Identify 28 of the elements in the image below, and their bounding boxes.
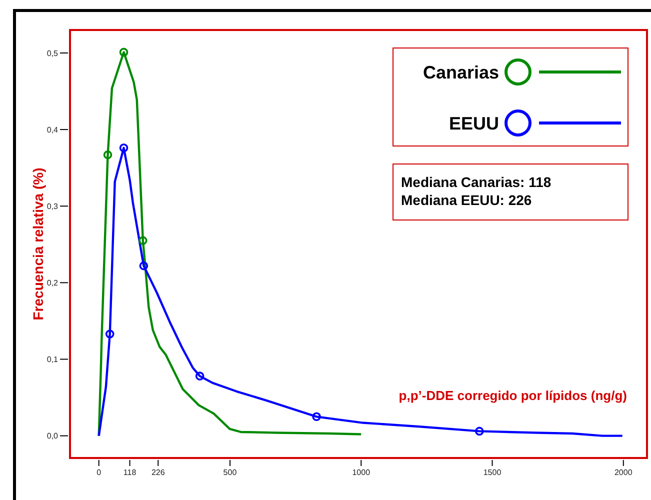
point	[103, 150, 112, 160]
x-tick-label: 1000	[352, 468, 371, 477]
y-axis-title: Frecuencia relativa (%)	[30, 168, 46, 320]
point	[119, 144, 128, 152]
point	[312, 412, 321, 422]
legend-label: EEUU	[448, 113, 499, 134]
y-tick-label: 0,2	[46, 278, 59, 288]
point	[139, 261, 148, 270]
point	[195, 372, 204, 380]
x-tick-label: 500	[223, 468, 238, 477]
point	[475, 426, 484, 436]
y-tick-label: 0,5	[46, 48, 59, 58]
x-tick-label: 2000	[614, 468, 633, 477]
y-tick-label: 0,4	[46, 125, 59, 134]
annotation: Mediana Canarias: 118	[401, 174, 552, 190]
x-tick-label: 118	[123, 468, 137, 477]
x-axis-title: p,p’-DDE corregido por lípidos (ng/g)	[398, 388, 627, 403]
point	[138, 236, 148, 245]
x-tick-label: 1500	[483, 468, 502, 477]
annotation: Mediana EEUU: 226	[401, 192, 532, 208]
point	[105, 330, 114, 338]
legend-label: Canarias	[422, 62, 499, 82]
y-tick-label: 0,3	[46, 202, 59, 211]
point	[119, 48, 128, 57]
y-tick-label: 0,0	[46, 432, 59, 441]
x-tick-label: 226	[151, 468, 166, 477]
y-tick-label: 0,1	[46, 355, 59, 364]
x-tick-label: 0	[96, 468, 102, 477]
